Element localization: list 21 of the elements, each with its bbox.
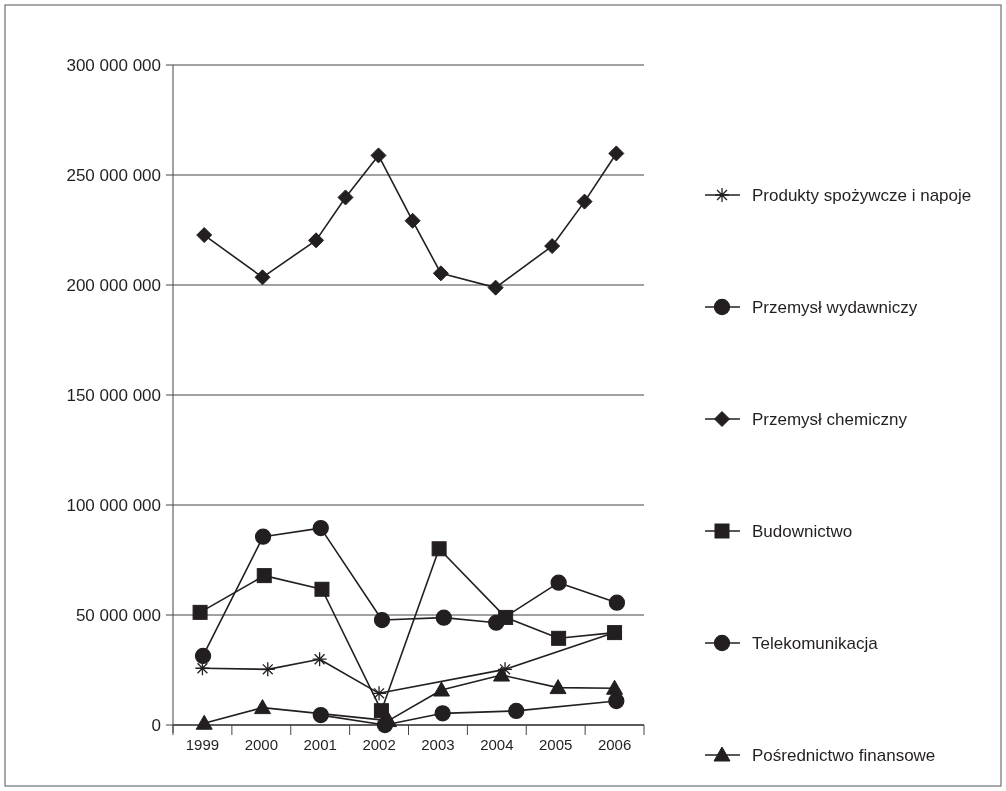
y-tick-label: 0	[151, 715, 161, 735]
y-tick-label: 150 000 000	[66, 385, 161, 405]
legend-label: Przemysł chemiczny	[752, 409, 908, 429]
legend-label: Budownictwo	[752, 521, 853, 541]
x-tick-label: 2002	[362, 736, 396, 753]
y-tick-label: 250 000 000	[66, 165, 161, 185]
x-tick-label: 2001	[303, 736, 337, 753]
legend-label: Telekomunikacja	[752, 633, 879, 653]
x-tick-label: 1999	[185, 736, 220, 753]
x-tick-label: 2000	[244, 736, 278, 753]
x-tick-label: 2004	[480, 736, 514, 753]
y-tick-label: 300 000 000	[66, 55, 161, 75]
y-tick-label: 200 000 000	[66, 275, 161, 295]
x-tick-label: 2005	[539, 736, 573, 753]
x-tick-label: 2006	[597, 736, 632, 753]
legend-label: Produkty spożywcze i napoje	[752, 185, 972, 205]
y-tick-label: 50 000 000	[75, 605, 161, 625]
x-tick-label: 2003	[421, 736, 455, 753]
legend-label: Przemysł wydawniczy	[752, 297, 918, 317]
y-tick-label: 100 000 000	[66, 495, 161, 515]
legend-label: Pośrednictwo finansowe	[752, 745, 936, 765]
